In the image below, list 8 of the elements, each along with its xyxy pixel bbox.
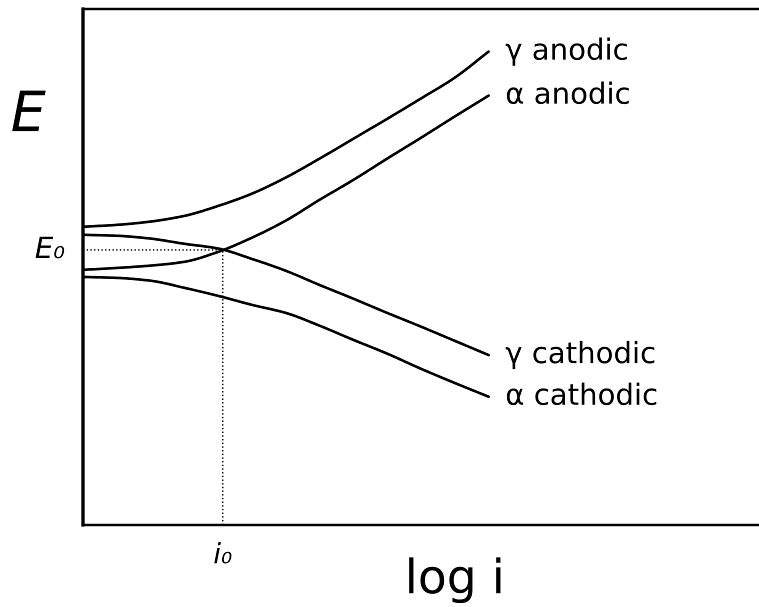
- x-axis-title: log i: [409, 557, 500, 604]
- text: i₀: [214, 542, 232, 564]
- series-label: γ cathodic: [506, 340, 654, 370]
- series-label: γ anodic: [506, 37, 627, 66]
- series-label: α cathodic: [506, 382, 656, 406]
- y-axis-title: E: [12, 90, 46, 132]
- series-label: α anodic: [506, 82, 629, 104]
- ref-line-label: E₀: [36, 236, 64, 258]
